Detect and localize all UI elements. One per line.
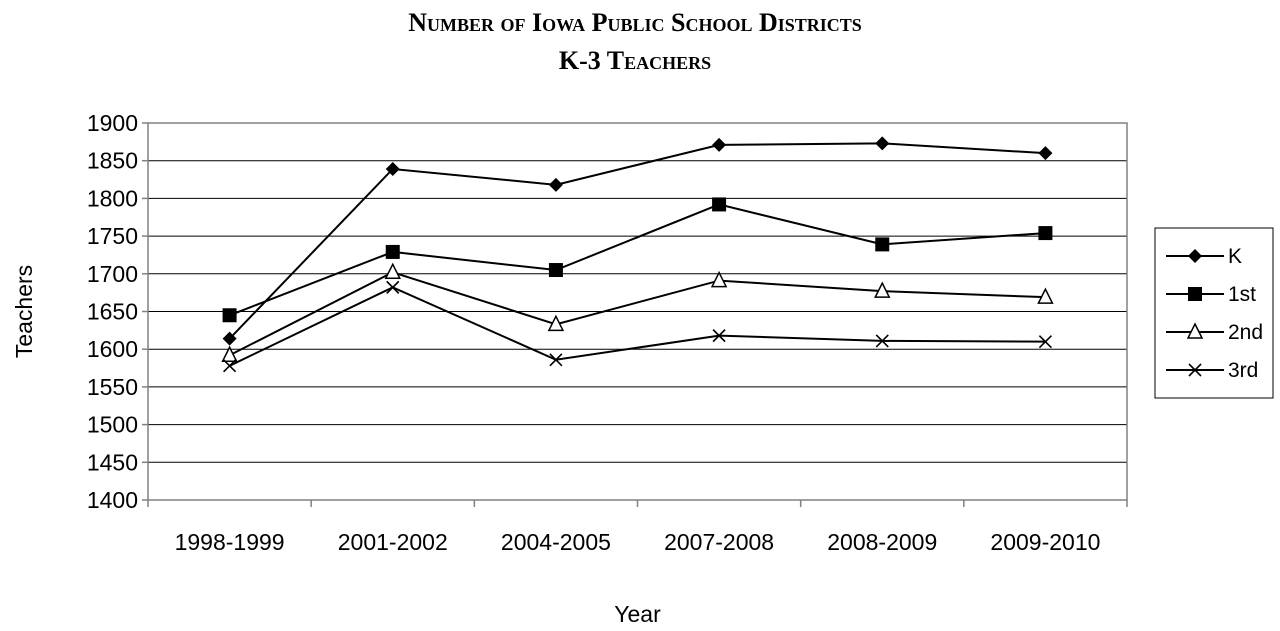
data-point [875, 237, 890, 252]
data-point [874, 281, 891, 298]
legend-marker [1188, 249, 1202, 263]
y-tick-label: 1550 [87, 374, 138, 400]
x-axis-title: Year [614, 601, 661, 627]
chart-subtitle: K-3 Teachers [558, 46, 712, 75]
data-point [710, 270, 728, 288]
y-tick-label: 1400 [87, 487, 138, 513]
series-1st [222, 197, 1053, 323]
data-point [875, 334, 889, 348]
legend-marker [1188, 287, 1202, 301]
series-line [228, 142, 1046, 340]
data-point [222, 308, 237, 323]
data-point [548, 263, 563, 278]
y-tick-label: 1850 [87, 148, 138, 174]
x-tick-label: 2007-2008 [664, 529, 774, 555]
data-point [221, 345, 238, 362]
legend-item: K [1166, 245, 1242, 268]
data-point [385, 161, 400, 176]
legend: K 1st 2nd 3rd [1154, 227, 1274, 399]
data-point [386, 280, 400, 294]
data-point [547, 314, 565, 332]
data-point [875, 136, 890, 151]
legend-item: 2nd [1166, 321, 1263, 344]
data-point [712, 137, 727, 152]
y-tick-label: 1750 [87, 223, 138, 249]
y-tick-label: 1600 [87, 336, 138, 362]
data-point [548, 177, 563, 192]
data-point [223, 359, 237, 373]
data-point [712, 197, 727, 212]
y-tick-label: 1800 [87, 185, 138, 211]
data-point [1038, 335, 1052, 349]
series-k [222, 136, 1053, 346]
data-point [1037, 287, 1054, 304]
data-point [1038, 226, 1053, 241]
legend-marker [1186, 322, 1204, 339]
legend-label: 1st [1228, 283, 1256, 306]
data-point [385, 244, 400, 259]
legend-marker [1188, 363, 1202, 377]
y-axis-title: Teachers [11, 265, 37, 358]
legend-label: 3rd [1228, 359, 1258, 382]
gridlines [148, 160, 1127, 463]
data-point [712, 329, 726, 343]
data-point [1038, 146, 1053, 161]
data-point [549, 353, 563, 367]
series-line [229, 203, 1046, 317]
data-point [222, 331, 237, 346]
legend-label: K [1228, 245, 1242, 268]
x-tick-label: 2001-2002 [338, 529, 448, 555]
series-line [229, 271, 1046, 357]
legend-item: 3rd [1166, 359, 1258, 382]
series-3rd [223, 280, 1052, 373]
y-tick-label: 1900 [87, 110, 138, 136]
y-tick-label: 1450 [87, 449, 138, 475]
data-point [384, 262, 401, 280]
x-axis-ticks: 1998-1999 2001-2002 2004-2005 2007-2008 2008… [147, 500, 1128, 555]
y-tick-label: 1500 [87, 412, 138, 438]
legend-item: 1st [1166, 283, 1256, 306]
series-line [229, 286, 1046, 367]
y-tick-label: 1700 [87, 261, 138, 287]
y-axis-ticks: 1400 1450 1500 1550 1600 1650 1700 1750 1800 1850… [87, 110, 148, 513]
legend-label: 2nd [1228, 321, 1263, 344]
series-group [221, 136, 1054, 373]
y-tick-label: 1650 [87, 299, 138, 325]
chart-title: Number of Iowa Public School Districts [408, 8, 862, 37]
x-tick-label: 2008-2009 [827, 529, 937, 555]
x-tick-label: 2009-2010 [990, 529, 1100, 555]
x-tick-label: 1998-1999 [175, 529, 285, 555]
series-2nd [221, 262, 1054, 362]
x-tick-label: 2004-2005 [501, 529, 611, 555]
